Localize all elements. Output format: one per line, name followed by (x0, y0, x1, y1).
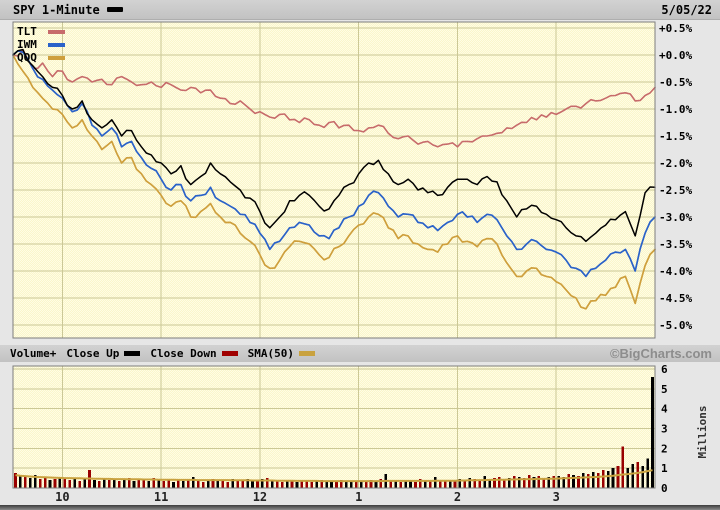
price-y-axis-label: +0.5% (659, 22, 692, 35)
close-up-swatch (124, 351, 141, 356)
chart-title: SPY 1-Minute (13, 2, 100, 17)
spy-series-swatch (106, 7, 123, 12)
volume-y-axis-label: 4 (661, 403, 668, 416)
tlt-series-swatch (48, 29, 65, 34)
volume-y-axis-label: 5 (661, 383, 668, 396)
volume-y-axis-label: 2 (661, 442, 668, 455)
price-y-axis-label: -2.5% (659, 184, 692, 197)
time-axis-label: 10 (55, 490, 69, 504)
volume-y-axis-label: 3 (661, 423, 668, 436)
legend-item-tlt: TLT (17, 25, 65, 38)
price-y-axis-label: +0.0% (659, 49, 692, 62)
price-y-axis-label: -1.5% (659, 130, 692, 143)
time-axis-label: 12 (253, 490, 267, 504)
close-down-label: Close Down (150, 347, 217, 360)
comparison-legend: TLT IWM QQQ (17, 25, 65, 64)
volume-y-axis-label: 1 (661, 462, 668, 475)
legend-item-iwm: IWM (17, 38, 65, 51)
volume-legend-bar: Volume+ Close Up Close Down SMA(50) ©Big… (0, 345, 720, 362)
time-axis-label: 11 (154, 490, 168, 504)
series-iwm-line (12, 49, 656, 278)
price-y-axis-label: -3.0% (659, 211, 692, 224)
sma50-swatch (298, 351, 315, 356)
price-y-axis-label: -3.5% (659, 238, 692, 251)
volume-y-axis-label: 6 (661, 363, 668, 376)
volume-axis-unit-label: Millions (696, 406, 709, 459)
series-tlt-line (12, 48, 656, 148)
time-axis-label: 2 (454, 490, 461, 504)
time-axis-label: 3 (553, 490, 560, 504)
series-qqq-line (12, 54, 656, 310)
price-chart-panel: +0.5% +0.0% -0.5% -1.0% -1.5% -2.0% -2.5% -3.0%… (12, 21, 692, 339)
legend-label-tlt: TLT (17, 25, 37, 38)
close-up-label: Close Up (66, 347, 120, 360)
price-y-axis-label: -1.0% (659, 103, 692, 116)
chart-header: SPY 1-Minute 5/05/22 (0, 0, 720, 20)
time-axis-label: 1 (355, 490, 362, 504)
price-y-axis-label: -2.0% (659, 157, 692, 170)
series-spy-line (12, 48, 656, 243)
chart-date: 5/05/22 (661, 2, 712, 17)
price-y-axis-label: -4.5% (659, 292, 692, 305)
sma50-label: SMA(50) (247, 347, 294, 360)
price-plot-background (13, 22, 655, 338)
price-y-axis-label: -5.0% (659, 319, 692, 332)
price-gridlines (13, 22, 655, 338)
legend-label-iwm: IWM (17, 38, 37, 51)
volume-plot-background (13, 366, 655, 488)
close-down-swatch (221, 351, 238, 356)
price-y-axis-label: -0.5% (659, 76, 692, 89)
iwm-series-swatch (48, 42, 65, 47)
volume-y-axis-label: 0 (661, 482, 668, 495)
qqq-series-swatch (48, 55, 65, 60)
bigcharts-watermark: ©BigCharts.com (609, 346, 712, 361)
legend-item-qqq: QQQ (17, 51, 65, 64)
volume-gridlines (13, 366, 655, 488)
legend-label-qqq: QQQ (17, 51, 37, 64)
price-y-axis-label: -4.0% (659, 265, 692, 278)
volume-plot-border (12, 365, 656, 489)
volume-bars (14, 376, 654, 488)
window-bottom-edge (0, 505, 720, 510)
volume-title: Volume+ (10, 347, 57, 360)
volume-sma50-line (15, 469, 653, 483)
price-plot-border (12, 21, 656, 339)
